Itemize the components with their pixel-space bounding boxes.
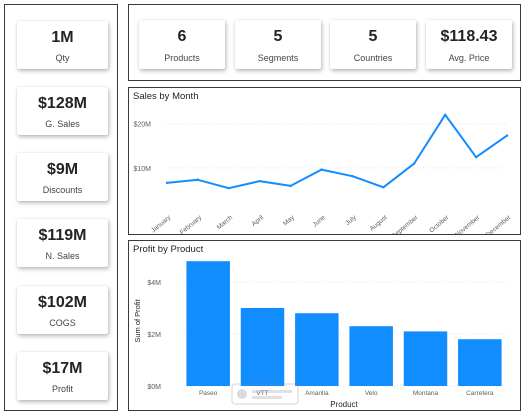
x-tick-label: June xyxy=(312,214,328,229)
x-tick-label: Carretera xyxy=(466,390,494,397)
data-point xyxy=(196,178,200,181)
kpi-value: $119M xyxy=(38,227,87,244)
data-point xyxy=(443,113,447,117)
kpi-card-profit[interactable]: $17M Profit xyxy=(17,352,108,400)
data-point xyxy=(413,162,416,165)
kpi-label: Discounts xyxy=(42,185,83,195)
data-point xyxy=(505,134,509,137)
x-tick-label: Montana xyxy=(413,390,439,397)
x-tick-label: August xyxy=(369,214,389,232)
kpi-label: Countries xyxy=(353,53,393,63)
kpi-value: 5 xyxy=(368,28,378,45)
bar-chart[interactable]: $0M $2M $4M Paseo VTT Amarilla Velo Montana Carr… xyxy=(129,241,520,410)
y-tick-label: $10M xyxy=(133,166,151,173)
y-axis-title: Sum of Profit xyxy=(133,298,142,342)
bar-carretera xyxy=(458,339,502,386)
x-tick-label: Amarilla xyxy=(305,390,329,397)
x-tick-label: July xyxy=(344,214,358,227)
kpi-value: $17M xyxy=(42,360,83,377)
kpi-card-segments[interactable]: 5 Segments xyxy=(235,20,321,69)
kpi-value: $118.43 xyxy=(440,28,498,45)
sales-by-month-visual[interactable]: Sales by Month $10M $20M January February Ma… xyxy=(128,87,521,240)
x-tick-label: April xyxy=(251,214,266,228)
y-tick-label: $4M xyxy=(147,280,161,287)
kpi-label: Qty xyxy=(55,53,70,63)
kpi-card-products[interactable]: 6 Products xyxy=(139,20,225,69)
series-line-sales xyxy=(166,113,508,190)
x-tick-label: March xyxy=(216,214,235,231)
bar-paseo xyxy=(186,261,230,386)
kpi-label: G. Sales xyxy=(45,119,80,129)
x-tick-label: Velo xyxy=(365,390,378,397)
data-point xyxy=(165,181,169,185)
bar-amarilla xyxy=(295,313,339,386)
bar-vtt xyxy=(240,308,285,386)
kpi-card-avg-price[interactable]: $118.43 Avg. Price xyxy=(426,20,512,69)
x-tick-label: May xyxy=(282,214,296,228)
kpi-card-discounts[interactable]: $9M Discounts xyxy=(17,153,108,201)
x-tick-label: Paseo xyxy=(199,390,218,397)
x-tick-label: October xyxy=(428,214,451,234)
chart-title: Profit by Product xyxy=(133,244,204,255)
x-tick-label: September xyxy=(391,214,420,234)
kpi-value: 1M xyxy=(51,29,74,46)
kpi-value: $128M xyxy=(38,95,87,112)
y-tick-label: $2M xyxy=(147,332,161,339)
kpi-value: $9M xyxy=(46,161,79,178)
y-tick-label: $0M xyxy=(147,384,161,391)
data-point xyxy=(289,184,292,188)
kpi-value: $102M xyxy=(38,294,87,311)
data-point xyxy=(382,186,385,189)
x-tick-label: November xyxy=(454,214,482,234)
chart-title: Sales by Month xyxy=(133,91,199,102)
data-point xyxy=(320,168,323,171)
kpi-label: Segments xyxy=(257,53,299,63)
kpi-label: COGS xyxy=(49,318,76,328)
data-point xyxy=(258,179,261,183)
kpi-value: 6 xyxy=(177,28,187,45)
kpi-label: N. Sales xyxy=(45,251,80,261)
kpi-card-countries[interactable]: 5 Countries xyxy=(330,20,416,69)
kpi-label: Profit xyxy=(51,384,73,394)
data-point xyxy=(351,175,354,178)
kpi-card-cogs[interactable]: $102M COGS xyxy=(17,286,108,334)
kpi-card-net-sales[interactable]: $119M N. Sales xyxy=(17,219,108,267)
x-tick-label: January xyxy=(150,214,173,234)
bar-velo xyxy=(349,326,393,386)
kpi-card-qty[interactable]: 1M Qty xyxy=(17,21,108,69)
x-axis-title: Product xyxy=(330,400,358,409)
kpi-value: 5 xyxy=(273,28,283,45)
kpi-label: Products xyxy=(164,53,200,63)
bar-montana xyxy=(403,331,448,386)
y-tick-label: $20M xyxy=(133,122,151,129)
kpi-card-gross-sales[interactable]: $128M G. Sales xyxy=(17,87,108,135)
profit-by-product-visual[interactable]: Profit by Product $0M $2M $4M Paseo VTT Amari… xyxy=(128,240,521,411)
x-tick-label: VTT xyxy=(256,390,268,397)
data-point xyxy=(227,186,231,190)
x-tick-label: February xyxy=(179,214,204,234)
x-tick-label: December xyxy=(485,214,513,234)
top-kpi-panel: 6 Products 5 Segments 5 Countries $118.4… xyxy=(128,4,521,81)
kpi-label: Avg. Price xyxy=(448,53,490,63)
data-point xyxy=(474,156,478,159)
line-chart[interactable]: $10M $20M January February March April May June… xyxy=(129,88,520,240)
left-kpi-panel: 1M Qty $128M G. Sales $9M Discounts $119… xyxy=(4,4,118,411)
